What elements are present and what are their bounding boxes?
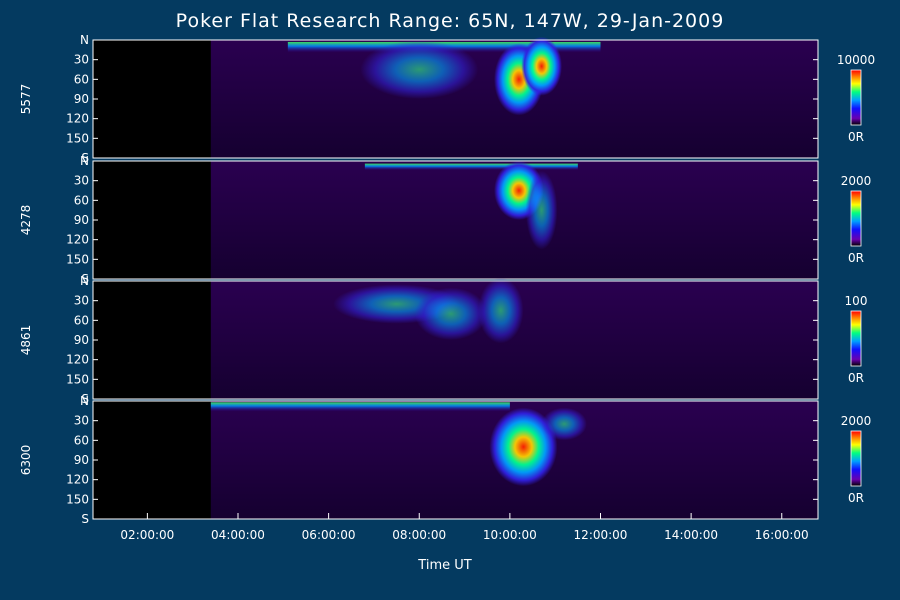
x-tick-label: 12:00:00 bbox=[574, 528, 628, 542]
y-tick-label: S bbox=[81, 512, 89, 526]
y-tick-label: 150 bbox=[66, 252, 89, 266]
emission-feature bbox=[360, 40, 479, 99]
colorbar-min-label: 0R bbox=[848, 251, 864, 265]
y-tick-label: 60 bbox=[74, 433, 89, 447]
y-tick-label: S bbox=[81, 272, 89, 286]
y-tick-label: 150 bbox=[66, 131, 89, 145]
emission-feature bbox=[541, 407, 587, 441]
panel-4861: N 30 60 90 120 150 S 4861 100 0R bbox=[19, 274, 867, 406]
y-tick-label: 30 bbox=[74, 294, 89, 308]
colorbar-max-label: 2000 bbox=[841, 174, 872, 188]
colorbar bbox=[850, 69, 862, 126]
colorbar-max-label: 100 bbox=[845, 294, 868, 308]
colorbar-min-label: 0R bbox=[848, 130, 864, 144]
y-tick-label: 60 bbox=[74, 193, 89, 207]
emission-feature bbox=[489, 407, 558, 487]
y-tick-label: N bbox=[80, 394, 89, 408]
y-tick-label: N bbox=[80, 274, 89, 288]
panel-wavelength-label: 4278 bbox=[19, 205, 33, 236]
colorbar-max-label: 2000 bbox=[841, 414, 872, 428]
panel-wavelength-label: 6300 bbox=[19, 445, 33, 476]
y-tick-label: S bbox=[81, 392, 89, 406]
panels-group: N 30 60 90 120 150 S 5577 10000 0R N 30 60 90 120 150 S 4… bbox=[19, 33, 875, 526]
emission-feature bbox=[521, 36, 562, 96]
panel-wavelength-label: 4861 bbox=[19, 325, 33, 356]
colorbar-min-label: 0R bbox=[848, 491, 864, 505]
colorbar bbox=[850, 310, 862, 367]
y-tick-label: 30 bbox=[74, 414, 89, 428]
x-tick-label: 06:00:00 bbox=[302, 528, 356, 542]
colorbar bbox=[850, 430, 862, 487]
emission-band bbox=[210, 402, 510, 412]
y-tick-label: 150 bbox=[66, 372, 89, 386]
y-tick-label: 30 bbox=[74, 53, 89, 67]
y-tick-label: 90 bbox=[74, 92, 89, 106]
emission-feature bbox=[525, 170, 558, 250]
emission-band bbox=[364, 163, 578, 171]
y-tick-label: S bbox=[81, 151, 89, 165]
x-tick-label: 14:00:00 bbox=[664, 528, 718, 542]
y-tick-label: 60 bbox=[74, 313, 89, 327]
y-tick-label: N bbox=[80, 154, 89, 168]
panel-6300: N 30 60 90 120 150 S 6300 2000 0R bbox=[19, 394, 871, 526]
y-tick-label: 120 bbox=[66, 473, 89, 487]
y-tick-label: 90 bbox=[74, 453, 89, 467]
colorbar bbox=[850, 190, 862, 247]
y-tick-label: 30 bbox=[74, 174, 89, 188]
colorbar-max-label: 10000 bbox=[837, 53, 875, 67]
x-axis-label: Time UT bbox=[417, 558, 471, 573]
y-tick-label: 90 bbox=[74, 333, 89, 347]
chart-title: Poker Flat Research Range: 65N, 147W, 29… bbox=[176, 10, 725, 32]
y-tick-label: 60 bbox=[74, 72, 89, 86]
x-tick-label: 08:00:00 bbox=[392, 528, 446, 542]
y-tick-label: 120 bbox=[66, 112, 89, 126]
x-tick-label: 16:00:00 bbox=[755, 528, 809, 542]
y-tick-label: 90 bbox=[74, 213, 89, 227]
y-tick-label: N bbox=[80, 33, 89, 47]
emission-feature bbox=[478, 277, 524, 344]
x-tick-label: 02:00:00 bbox=[120, 528, 174, 542]
panel-5577: N 30 60 90 120 150 S 5577 10000 0R bbox=[19, 33, 875, 165]
panel-4278: N 30 60 90 120 150 S 4278 2000 0R bbox=[19, 154, 871, 286]
emission-feature bbox=[414, 287, 488, 340]
x-tick-label: 04:00:00 bbox=[211, 528, 265, 542]
y-tick-label: 120 bbox=[66, 233, 89, 247]
panel-wavelength-label: 5577 bbox=[19, 84, 33, 115]
y-tick-label: 120 bbox=[66, 353, 89, 367]
colorbar-min-label: 0R bbox=[848, 371, 864, 385]
x-tick-label: 10:00:00 bbox=[483, 528, 537, 542]
y-tick-label: 150 bbox=[66, 492, 89, 506]
x-axis: 02:00:00 04:00:00 06:00:00 08:00:00 10:00:00… bbox=[120, 513, 809, 542]
